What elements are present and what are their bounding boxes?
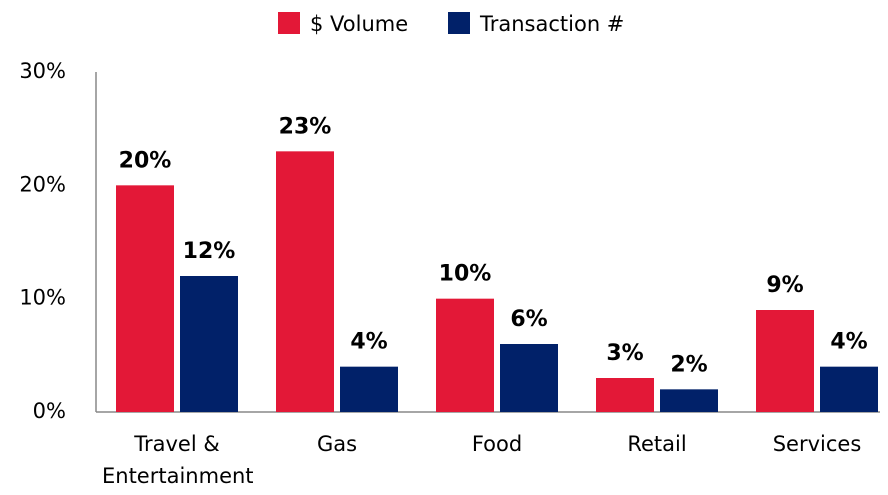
x-tick-label: Retail bbox=[627, 432, 687, 456]
legend-label: Transaction # bbox=[479, 12, 624, 36]
bar bbox=[820, 366, 878, 412]
value-label: 23% bbox=[279, 114, 332, 139]
value-label: 20% bbox=[119, 148, 172, 173]
bar bbox=[276, 151, 334, 413]
x-tick-label: Travel & Entertainment bbox=[102, 432, 254, 488]
x-tick-label: Food bbox=[471, 432, 523, 456]
y-tick-label: 20% bbox=[19, 172, 66, 196]
bar bbox=[340, 366, 398, 412]
x-tick-label: Services bbox=[772, 432, 862, 456]
legend-label: $ Volume bbox=[310, 12, 408, 36]
value-label: 4% bbox=[350, 330, 387, 355]
bar bbox=[116, 185, 174, 412]
value-label: 4% bbox=[830, 330, 867, 355]
value-label: 12% bbox=[183, 239, 236, 264]
value-label: 3% bbox=[606, 341, 643, 366]
bar bbox=[596, 378, 654, 412]
value-label: 9% bbox=[766, 273, 803, 298]
y-tick-label: 10% bbox=[19, 286, 66, 310]
y-tick-label: 30% bbox=[19, 59, 66, 83]
bar bbox=[436, 298, 494, 412]
y-tick-label: 0% bbox=[33, 399, 66, 423]
value-label: 2% bbox=[670, 352, 707, 377]
value-label: 6% bbox=[510, 307, 547, 332]
legend-swatch bbox=[278, 12, 300, 34]
bar bbox=[660, 389, 718, 412]
value-label: 10% bbox=[439, 262, 492, 287]
legend-swatch bbox=[448, 12, 470, 34]
bar bbox=[756, 310, 814, 412]
bar bbox=[500, 344, 558, 412]
bar bbox=[180, 276, 238, 412]
x-tick-label: Gas bbox=[316, 432, 358, 456]
